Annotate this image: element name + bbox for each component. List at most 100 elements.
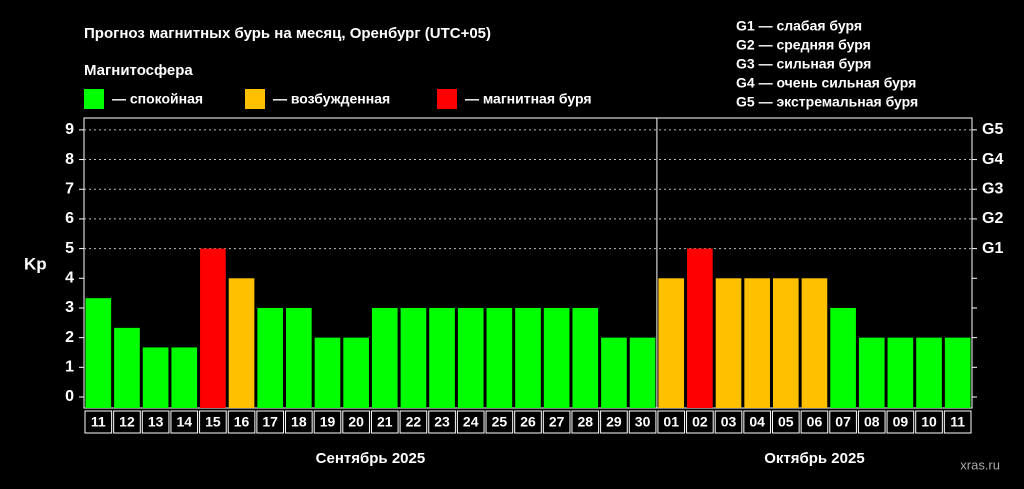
y2-tick-label: G5 [982,121,1003,138]
bar [572,307,599,408]
x-tick-box [285,410,313,434]
x-tick-box [657,410,686,434]
y-tick-label: 8 [65,151,74,168]
x-tick-box [542,410,571,434]
x-tick-label: 19 [320,414,336,430]
bar [343,337,369,408]
x-tick-box [170,410,199,434]
bar [801,278,828,408]
x-tick-label: 13 [148,414,164,430]
bar [257,307,284,408]
x-tick-box [743,410,771,434]
x-tick-box [84,410,113,434]
bar [228,278,255,408]
x-tick-box [771,410,800,434]
x-tick-label: 03 [721,414,737,430]
x-tick-box [113,410,141,434]
y2-tick-label: G3 [982,180,1003,197]
x-tick-box [199,410,227,434]
x-tick-label: 09 [893,414,909,430]
bar [85,298,112,408]
x-tick-box [399,410,428,434]
bar [916,337,942,408]
bar [772,278,799,408]
x-tick-label: 30 [635,414,651,430]
x-tick-label: 11 [950,414,965,430]
x-tick-box [714,410,743,434]
bar [371,307,398,408]
x-tick-box [600,410,628,434]
bar [314,337,341,408]
bar [200,248,226,408]
y2-tick-label: G1 [982,240,1003,257]
x-tick-box [628,410,657,434]
storm-scale-label: G1 — слабая буря [736,18,862,34]
x-tick-label: 22 [406,414,422,430]
bar [515,307,541,408]
x-tick-box [915,410,943,434]
x-tick-label: 05 [778,414,794,430]
bar [858,337,885,408]
y-tick-label: 6 [65,210,74,227]
bar [400,307,427,408]
y-tick-label: 4 [65,270,74,287]
x-tick-box [800,410,829,434]
bar [887,337,914,408]
bar [486,307,513,408]
bar [142,347,169,408]
x-tick-label: 24 [463,414,479,430]
x-tick-box [141,410,170,434]
x-tick-box [342,410,370,434]
bar [601,337,627,408]
month-label: Октябрь 2025 [764,450,864,467]
x-tick-label: 15 [205,414,221,430]
watermark: xras.ru [960,457,1000,472]
bar [429,307,455,408]
y-tick-label: 9 [65,121,74,138]
legend-swatch [437,89,457,109]
y-tick-label: 5 [65,240,74,257]
legend-swatch [245,89,265,109]
bar [457,307,484,408]
bar [944,337,971,408]
x-tick-label: 27 [549,414,565,430]
x-tick-box [370,410,399,434]
x-tick-box [886,410,915,434]
x-tick-label: 01 [663,414,679,430]
y-tick-label: 0 [65,388,74,405]
y2-tick-label: G4 [982,151,1003,168]
x-tick-label: 04 [749,414,765,430]
x-tick-label: 08 [864,414,880,430]
x-tick-label: 07 [835,414,851,430]
x-tick-label: 23 [434,414,450,430]
y-tick-label: 7 [65,180,74,197]
y-tick-label: 1 [65,359,74,376]
bar [629,337,656,408]
storm-scale-label: G2 — средняя буря [736,37,871,53]
bar [744,278,770,408]
legend-label: — магнитная буря [465,91,592,107]
chart-title: Прогноз магнитных бурь на месяц, Оренбур… [84,25,491,42]
bar [687,248,713,408]
storm-scale-label: G5 — экстремальная буря [736,94,918,110]
x-tick-label: 02 [692,414,708,430]
y-tick-label: 3 [65,299,74,316]
bar [114,327,140,408]
x-tick-label: 16 [234,414,250,430]
x-tick-box [256,410,285,434]
legend-title: Магнитосфера [84,62,193,79]
x-tick-box [428,410,456,434]
x-tick-label: 20 [348,414,364,430]
bar [543,307,570,408]
x-tick-box [227,410,256,434]
bar [658,278,685,408]
storm-scale-label: G3 — сильная буря [736,56,871,72]
y2-tick-label: G2 [982,210,1003,227]
x-tick-label: 10 [921,414,937,430]
x-tick-box [313,410,342,434]
legend-swatch [84,89,104,109]
x-tick-label: 18 [291,414,307,430]
x-tick-box [829,410,857,434]
y-tick-label: 2 [65,329,74,346]
